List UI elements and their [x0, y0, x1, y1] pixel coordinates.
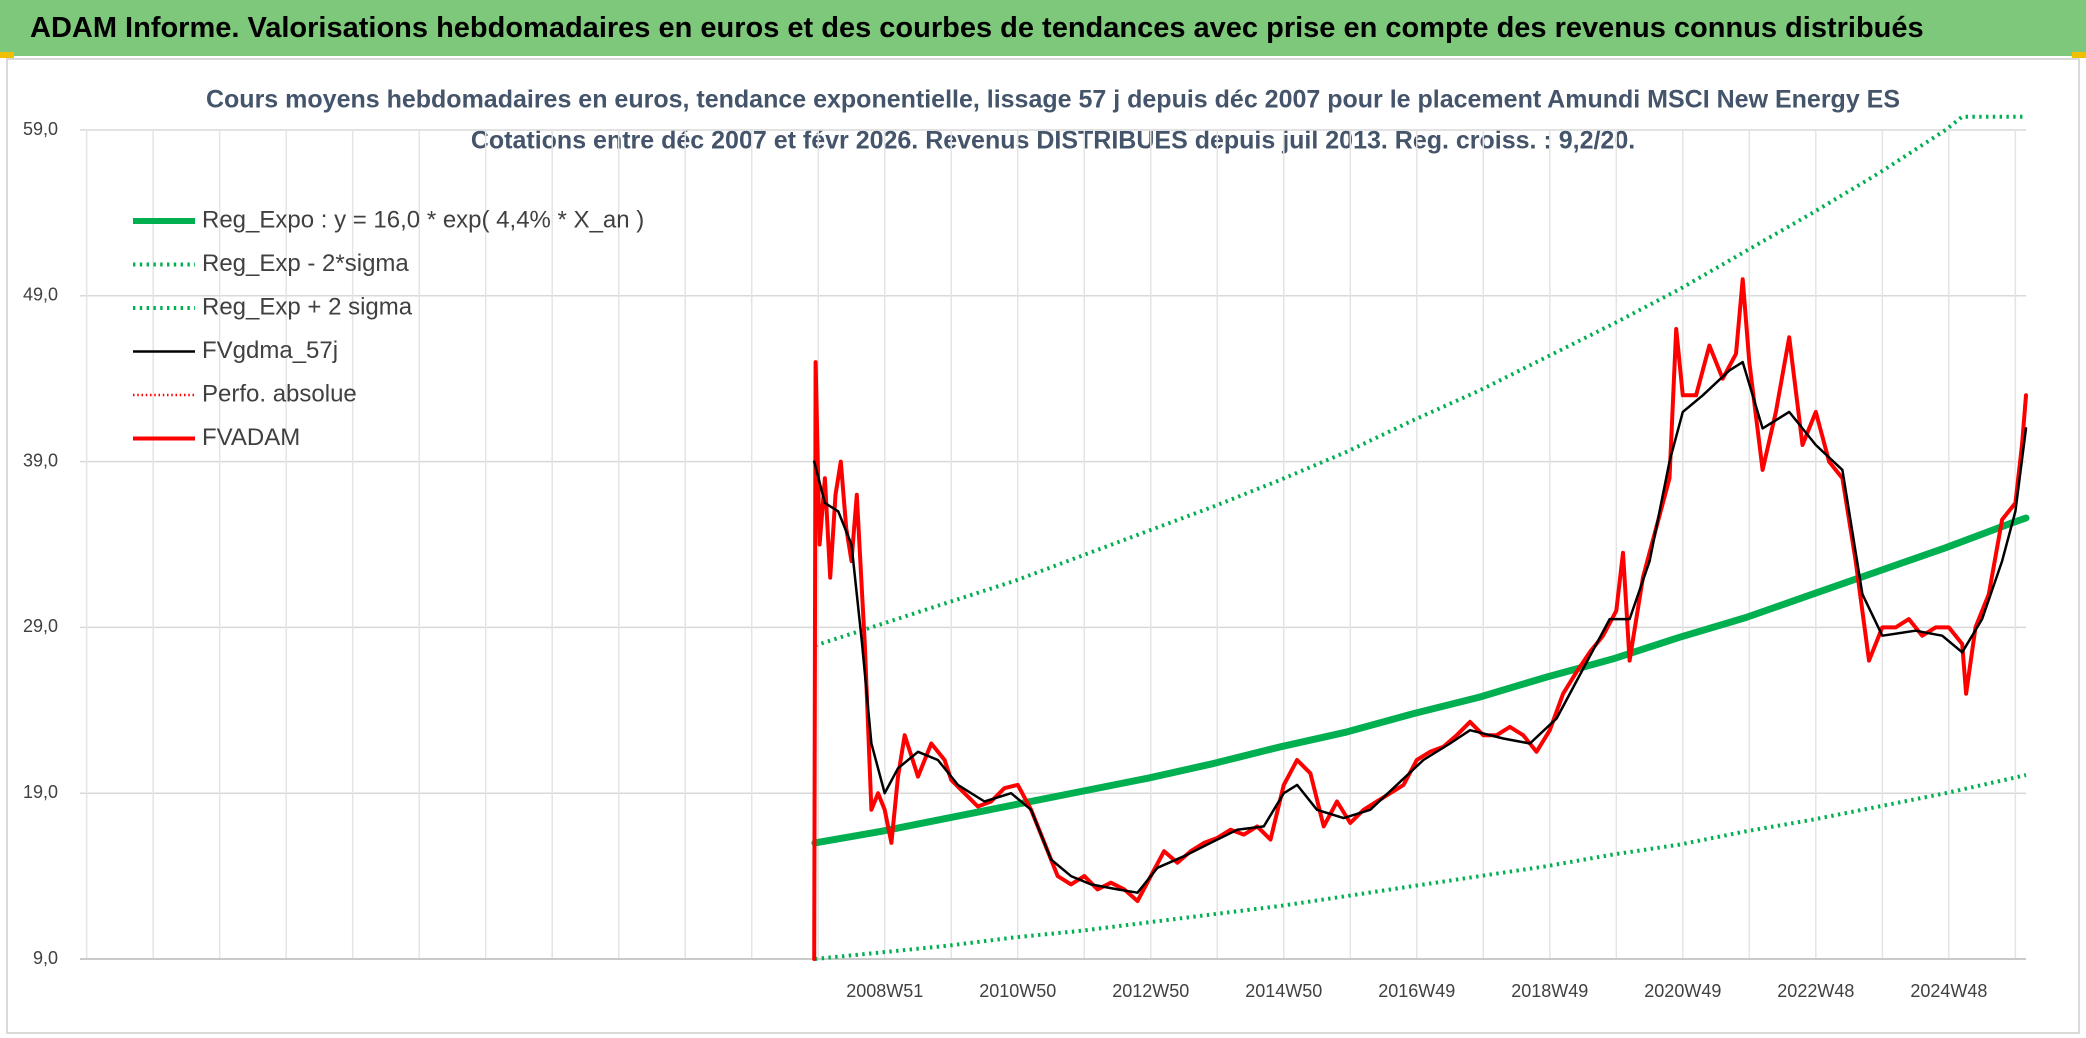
x-tick-label: 2024W48: [1910, 981, 1987, 1001]
chart-subtitle: Cotations entre déc 2007 et févr 2026. R…: [471, 127, 1635, 155]
x-tick-label: 2016W49: [1378, 981, 1455, 1001]
x-tick-label: 2012W50: [1112, 981, 1189, 1001]
series-line: [814, 114, 2026, 648]
legend-label: FVgdma_57j: [202, 337, 338, 364]
legend-label: Perfo. absolue: [202, 380, 357, 407]
y-tick-label: 29,0: [23, 616, 58, 636]
legend-label: Reg_Exp + 2 sigma: [202, 293, 413, 320]
chart-title: Cours moyens hebdomadaires en euros, ten…: [206, 86, 1900, 114]
x-tick-label: 2008W51: [846, 981, 923, 1001]
series-line: [812, 277, 2028, 961]
series-line: [814, 773, 2027, 961]
x-tick-label: 2022W48: [1777, 981, 1854, 1001]
corner-accent: [0, 52, 14, 58]
y-tick-label: 9,0: [33, 948, 58, 968]
x-tick-label: 2018W49: [1511, 981, 1588, 1001]
legend-label: Reg_Expo : y = 16,0 * exp( 4,4% * X_an ): [202, 206, 644, 233]
y-tick-label: 59,0: [23, 119, 58, 139]
legend-label: FVADAM: [202, 424, 300, 451]
x-tick-label: 2010W50: [979, 981, 1056, 1001]
x-tick-label: 2020W49: [1644, 981, 1721, 1001]
legend-label: Reg_Exp - 2*sigma: [202, 250, 409, 277]
y-tick-label: 49,0: [23, 285, 58, 305]
series-line: [812, 360, 2028, 894]
corner-accent: [2072, 52, 2086, 58]
y-tick-label: 19,0: [23, 782, 58, 802]
header-title: ADAM Informe. Valorisations hebdomadaire…: [0, 0, 2086, 56]
chart-frame: [6, 58, 2080, 1034]
x-tick-label: 2014W50: [1245, 981, 1322, 1001]
y-tick-label: 39,0: [23, 450, 58, 470]
